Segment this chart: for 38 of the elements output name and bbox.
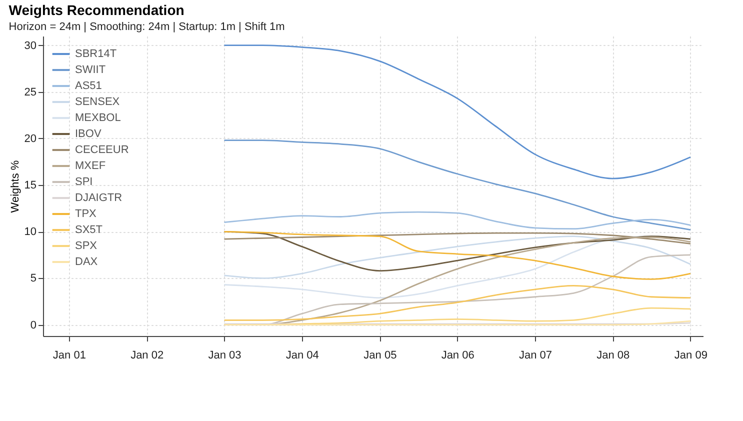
line-series (224, 140, 692, 230)
x-tick-label: Jan 07 (518, 350, 552, 362)
x-tick-label: Jan 06 (441, 350, 474, 362)
y-tick-label: 25 (24, 86, 36, 98)
legend-label: MXEF (75, 160, 106, 172)
y-tick-label: 30 (24, 40, 36, 52)
chart-subtitle: Horizon = 24m | Smoothing: 24m | Startup: 1m | Shift 1m (8, 21, 285, 33)
legend-label: SPI (75, 176, 93, 188)
x-tick-label: Jan 03 (208, 350, 242, 362)
line-series (224, 211, 692, 230)
chart-title: Weights Recommendation (8, 2, 184, 18)
y-tick-label: 0 (30, 319, 36, 332)
y-axis-title: Weights % (9, 160, 22, 213)
legend-label: SPX (75, 240, 98, 252)
legend-label: SENSEX (75, 96, 120, 108)
legend-label: TPX (75, 208, 98, 220)
y-tick-label: 5 (30, 272, 36, 285)
line-series (224, 44, 692, 180)
legend-label: SBR14T (75, 48, 117, 60)
line-series (224, 232, 692, 244)
legend-label: MEXBOL (75, 112, 121, 124)
x-tick-label: Jan 01 (52, 350, 86, 362)
legend-label: IBOV (75, 128, 102, 140)
legend-label: SX5T (75, 224, 103, 236)
legend-label: AS51 (75, 80, 102, 92)
legend-label: DJAIGTR (75, 192, 122, 204)
x-tick-label: Jan 09 (674, 350, 708, 362)
legend-label: DAX (75, 256, 98, 268)
legend-label: CECEEUR (75, 144, 129, 156)
x-tick-label: Jan 05 (364, 350, 397, 362)
x-tick-label: Jan 04 (286, 350, 319, 362)
x-tick-label: Jan 08 (596, 350, 630, 362)
y-tick-label: 20 (24, 132, 36, 145)
y-tick-label: 15 (24, 180, 36, 192)
legend-label: SWIIT (75, 64, 106, 76)
line-series (224, 284, 692, 321)
y-tick-label: 10 (24, 226, 36, 238)
x-tick-label: Jan 02 (130, 350, 164, 362)
